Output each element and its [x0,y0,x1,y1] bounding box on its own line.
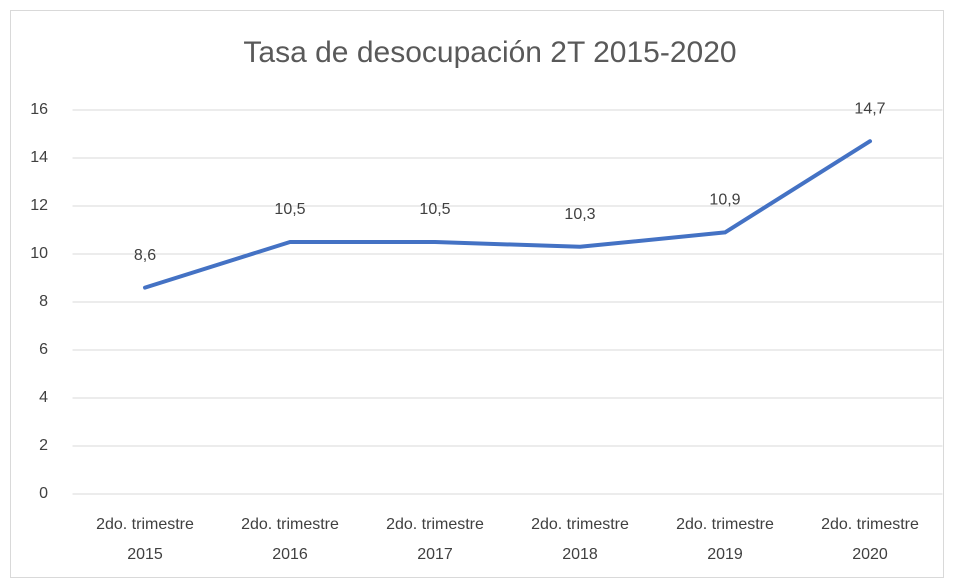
x-tick-label: 2do. trimestre 2015 [96,516,194,563]
y-tick-label: 2 [39,437,48,454]
x-tick-label: 2do. trimestre 2017 [386,516,484,563]
y-tick-label: 8 [39,293,48,310]
data-label: 8,6 [134,247,156,264]
data-label: 10,5 [274,201,305,218]
chart-frame [10,10,944,578]
y-tick-label: 4 [39,389,48,406]
y-tick-label: 10 [30,245,48,262]
chart-title: Tasa de desocupación 2T 2015-2020 [243,36,736,69]
y-tick-label: 16 [30,101,48,118]
data-label: 10,5 [419,201,450,218]
y-tick-label: 6 [39,341,48,358]
data-label: 10,3 [564,206,595,223]
line [143,139,872,290]
x-tick-label: 2do. trimestre 2018 [531,516,629,563]
x-tick-label: 2do. trimestre 2016 [241,516,339,563]
data-label: 10,9 [709,192,740,209]
y-tick-label: 0 [39,485,48,502]
y-tick-label: 12 [30,197,48,214]
x-tick-label: 2do. trimestre 2019 [676,516,774,563]
y-tick-label: 14 [30,149,48,166]
x-tick-label: 2do. trimestre 2020 [821,516,919,563]
data-label: 14,7 [854,100,885,117]
